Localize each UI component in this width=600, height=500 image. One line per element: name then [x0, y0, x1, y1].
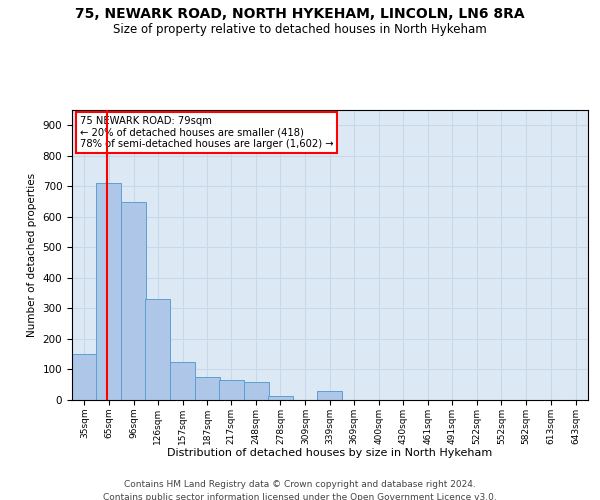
Y-axis label: Number of detached properties: Number of detached properties: [27, 173, 37, 337]
Bar: [268, 396, 293, 400]
Bar: [219, 380, 244, 400]
Bar: [170, 362, 196, 400]
Bar: [72, 354, 97, 400]
Text: 75 NEWARK ROAD: 79sqm
← 20% of detached houses are smaller (418)
78% of semi-det: 75 NEWARK ROAD: 79sqm ← 20% of detached …: [80, 116, 334, 149]
Bar: [194, 377, 220, 400]
Text: Contains public sector information licensed under the Open Government Licence v3: Contains public sector information licen…: [103, 492, 497, 500]
Text: Distribution of detached houses by size in North Hykeham: Distribution of detached houses by size …: [167, 448, 493, 458]
Bar: [121, 202, 146, 400]
Text: 75, NEWARK ROAD, NORTH HYKEHAM, LINCOLN, LN6 8RA: 75, NEWARK ROAD, NORTH HYKEHAM, LINCOLN,…: [75, 8, 525, 22]
Bar: [96, 184, 121, 400]
Text: Size of property relative to detached houses in North Hykeham: Size of property relative to detached ho…: [113, 22, 487, 36]
Text: Contains HM Land Registry data © Crown copyright and database right 2024.: Contains HM Land Registry data © Crown c…: [124, 480, 476, 489]
Bar: [317, 391, 342, 400]
Bar: [145, 300, 170, 400]
Bar: [244, 382, 269, 400]
